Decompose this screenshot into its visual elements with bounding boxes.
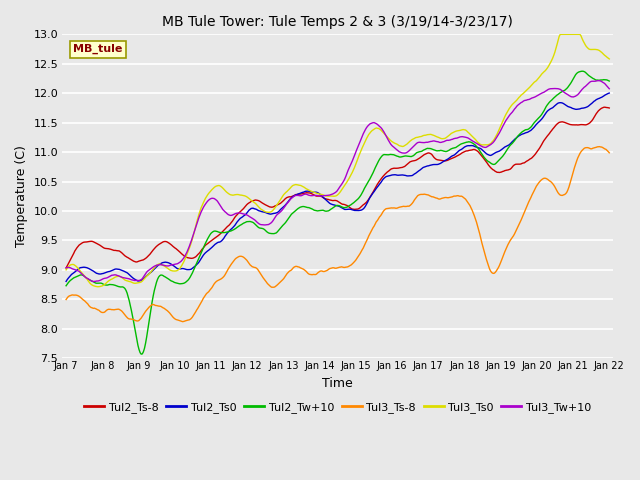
Tul2_Ts-8 (605, 105, 613, 111)
Tul3_Tw+10 (324, 192, 332, 198)
Tul2_Tw+10 (578, 68, 586, 74)
Y-axis label: Temperature (C): Temperature (C) (15, 145, 28, 247)
Line: Tul2_Ts0: Tul2_Ts0 (66, 93, 609, 281)
Tul3_Ts0 (321, 193, 329, 199)
Tul3_Ts-8 (324, 266, 332, 272)
Tul3_Ts0 (605, 56, 613, 62)
Tul2_Ts-8 (508, 165, 515, 171)
Line: Tul3_Ts0: Tul3_Ts0 (66, 35, 609, 287)
Tul3_Tw+10 (357, 136, 365, 142)
Tul3_Ts-8 (179, 319, 186, 324)
Line: Tul3_Tw+10: Tul3_Tw+10 (66, 81, 609, 281)
Tul3_Ts-8 (387, 205, 394, 211)
Tul3_Tw+10 (62, 265, 70, 271)
Tul2_Tw+10 (595, 77, 602, 83)
Tul3_Ts0 (387, 137, 394, 143)
Text: MB_tule: MB_tule (74, 44, 123, 54)
Title: MB Tule Tower: Tule Temps 2 & 3 (3/19/14-3/23/17): MB Tule Tower: Tule Temps 2 & 3 (3/19/14… (163, 15, 513, 29)
Tul2_Ts0 (605, 90, 613, 96)
Tul2_Ts-8 (601, 104, 609, 110)
Tul3_Ts-8 (605, 150, 613, 156)
Tul3_Tw+10 (605, 86, 613, 92)
Tul3_Ts0 (324, 193, 332, 199)
Tul2_Tw+10 (324, 208, 332, 214)
Tul2_Ts-8 (323, 196, 331, 202)
Tul3_Tw+10 (595, 78, 602, 84)
X-axis label: Time: Time (323, 377, 353, 390)
Tul2_Ts-8 (593, 111, 600, 117)
Line: Tul2_Ts-8: Tul2_Ts-8 (66, 107, 609, 268)
Tul2_Ts-8 (320, 195, 328, 201)
Tul3_Tw+10 (90, 278, 97, 284)
Line: Tul2_Tw+10: Tul2_Tw+10 (66, 71, 609, 354)
Tul3_Ts-8 (321, 268, 329, 274)
Tul2_Ts0 (320, 195, 328, 201)
Tul2_Tw+10 (509, 140, 516, 146)
Tul3_Tw+10 (509, 109, 516, 115)
Tul3_Ts-8 (509, 234, 516, 240)
Tul2_Ts0 (593, 97, 600, 103)
Tul2_Tw+10 (357, 192, 365, 198)
Tul3_Ts0 (509, 102, 516, 108)
Tul3_Ts-8 (596, 144, 604, 149)
Tul2_Ts-8 (356, 205, 364, 211)
Tul3_Ts0 (595, 47, 602, 53)
Tul3_Ts0 (357, 148, 365, 154)
Tul2_Ts-8 (385, 168, 393, 173)
Tul2_Ts0 (323, 198, 331, 204)
Tul2_Tw+10 (605, 78, 613, 84)
Tul3_Ts0 (556, 32, 564, 37)
Line: Tul3_Ts-8: Tul3_Ts-8 (66, 146, 609, 322)
Tul3_Tw+10 (387, 141, 394, 147)
Tul3_Ts0 (62, 267, 70, 273)
Tul3_Ts0 (94, 284, 102, 289)
Tul2_Ts0 (385, 173, 393, 179)
Legend: Tul2_Ts-8, Tul2_Ts0, Tul2_Tw+10, Tul3_Ts-8, Tul3_Ts0, Tul3_Tw+10: Tul2_Ts-8, Tul2_Ts0, Tul2_Tw+10, Tul3_Ts… (80, 397, 595, 418)
Tul2_Ts-8 (62, 265, 70, 271)
Tul2_Tw+10 (138, 351, 145, 357)
Tul2_Ts0 (62, 278, 70, 284)
Tul3_Ts-8 (62, 297, 70, 302)
Tul3_Ts-8 (593, 144, 601, 150)
Tul2_Tw+10 (321, 208, 329, 214)
Tul3_Tw+10 (593, 78, 601, 84)
Tul3_Ts-8 (357, 249, 365, 254)
Tul3_Tw+10 (321, 192, 329, 198)
Tul2_Ts0 (356, 207, 364, 213)
Tul2_Tw+10 (62, 283, 70, 288)
Tul2_Tw+10 (387, 152, 394, 157)
Tul2_Ts0 (508, 140, 515, 145)
